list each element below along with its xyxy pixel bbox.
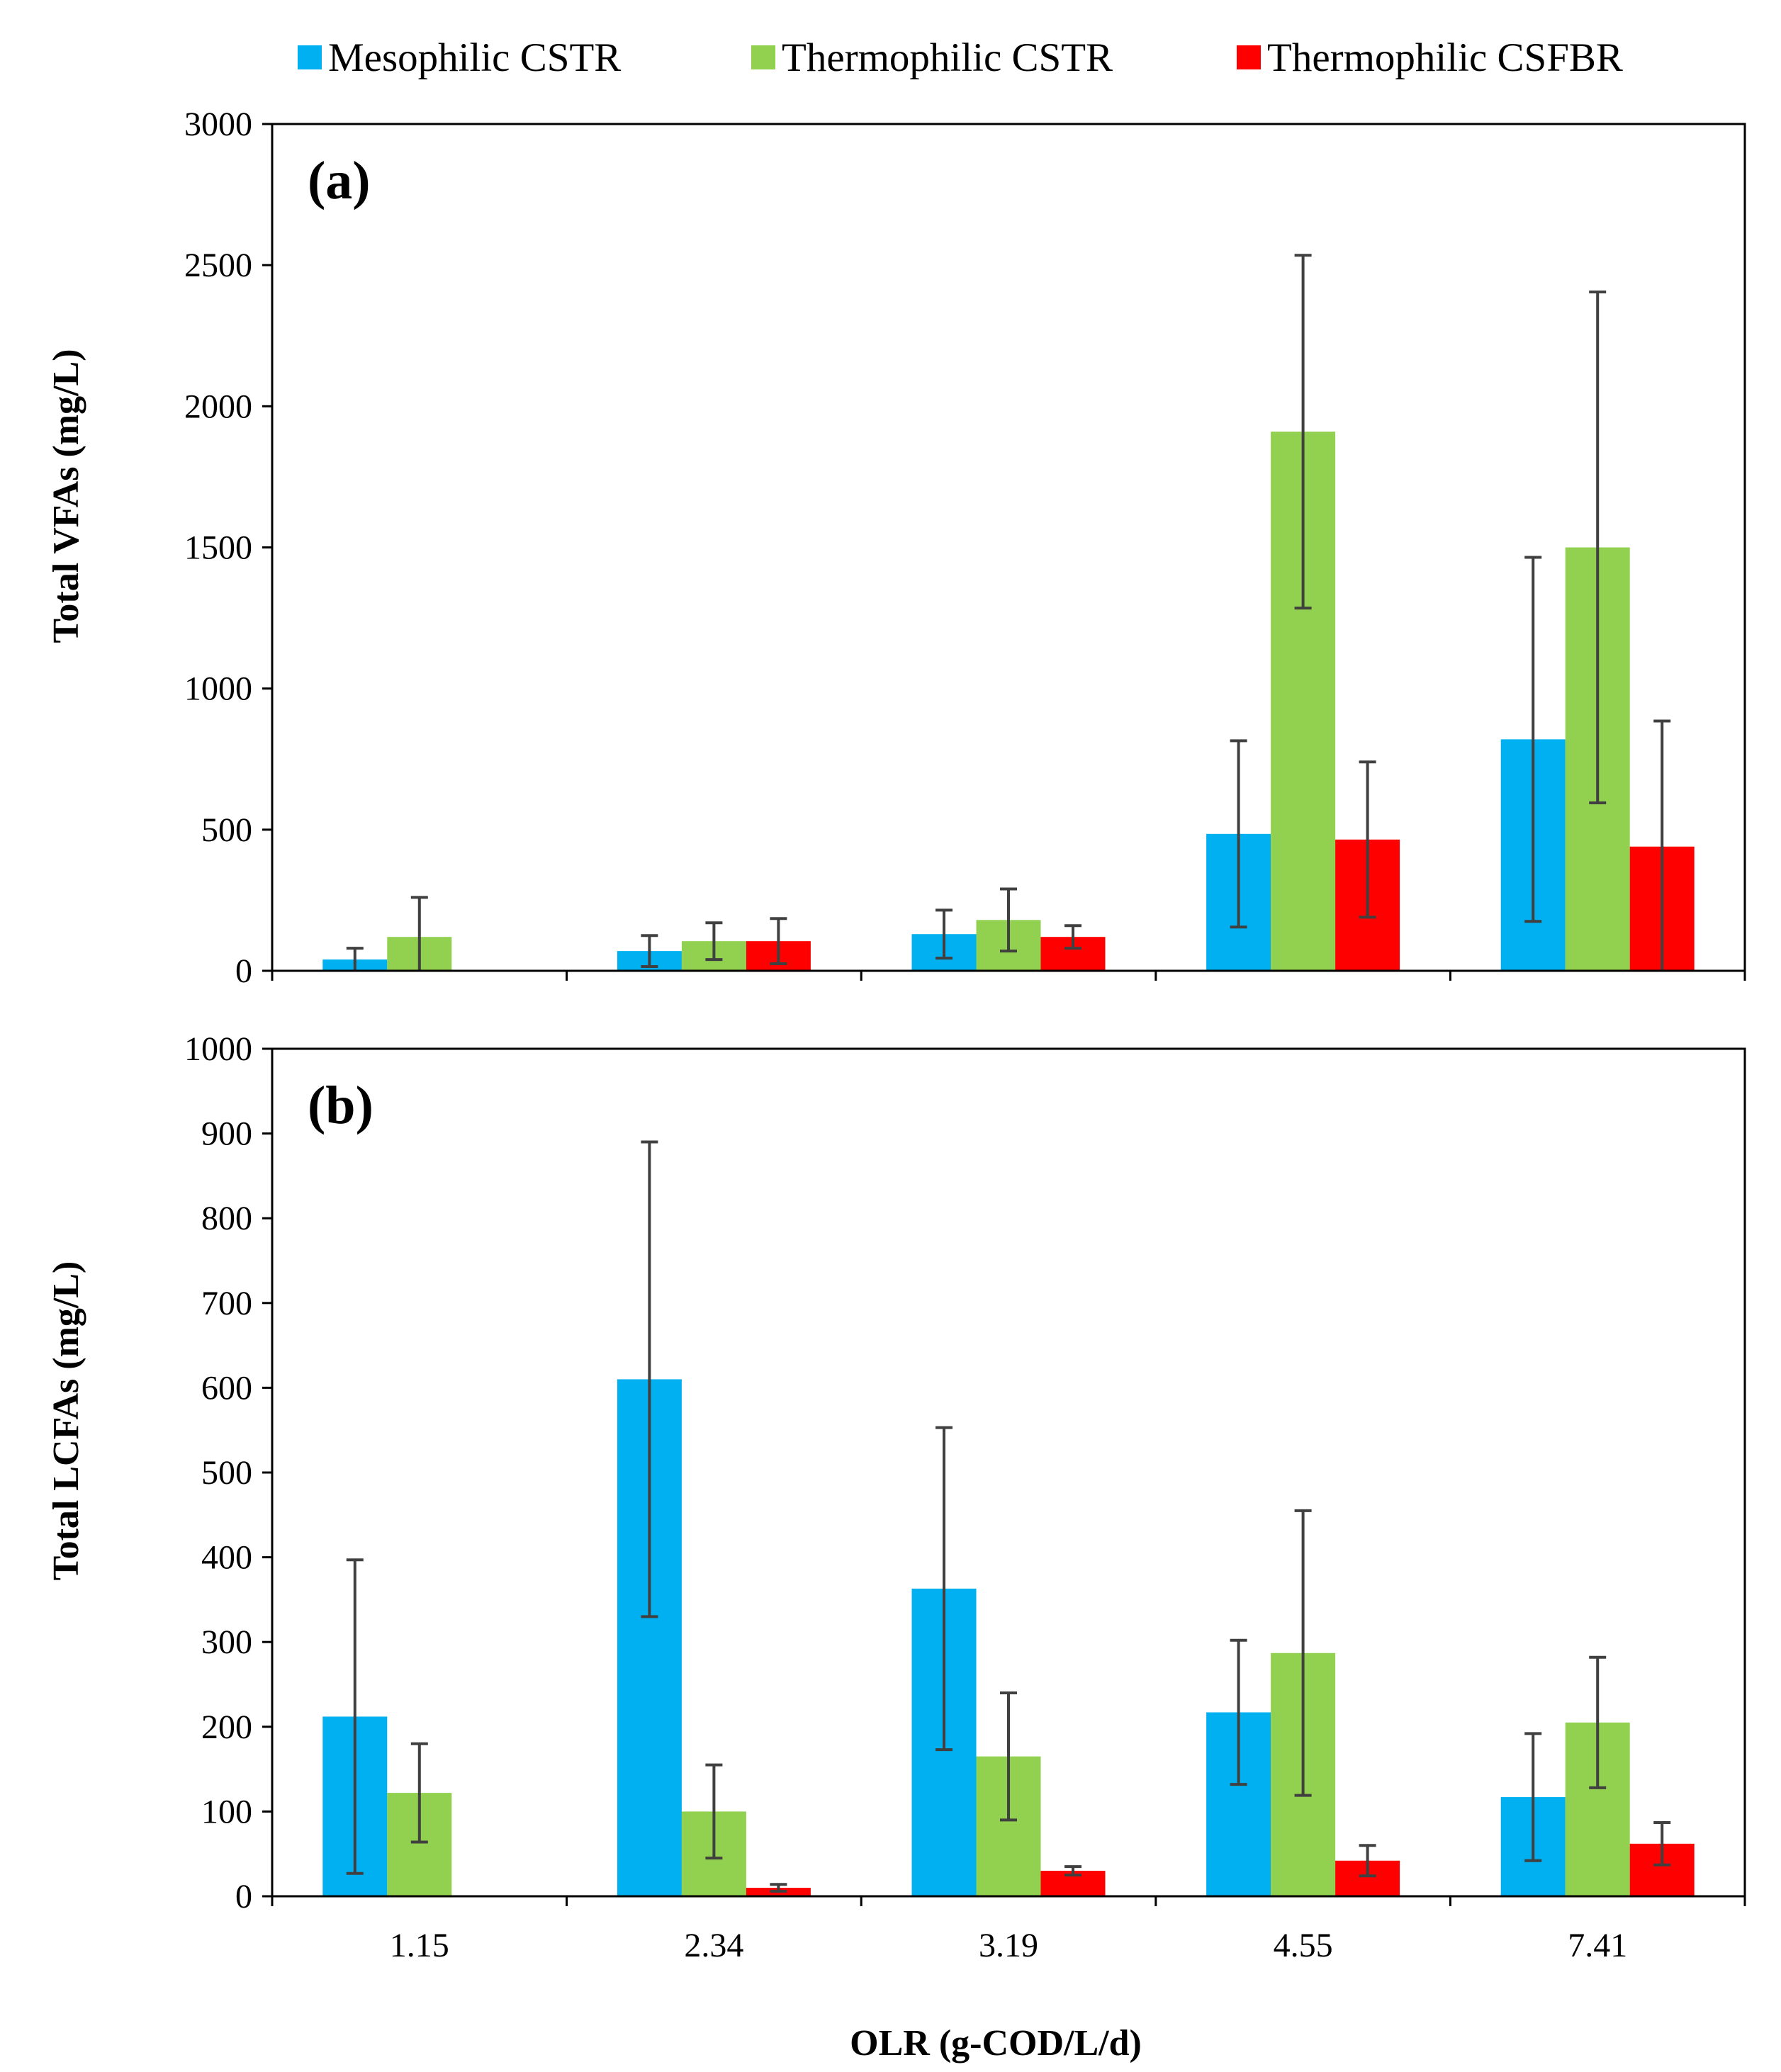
legend: Mesophilic CSTR Thermophilic CSTR Thermo… xyxy=(298,35,1623,80)
y-tick-label: 3000 xyxy=(184,106,252,143)
error-bar-mesophilic-cstr xyxy=(346,1558,364,1875)
y-tick-label: 800 xyxy=(201,1200,252,1237)
error-bar-mesophilic-cstr xyxy=(1524,556,1542,923)
y-tick-label: 400 xyxy=(201,1539,252,1577)
error-bar-thermophilic-cstr xyxy=(1294,254,1312,610)
x-tick-label: 3.19 xyxy=(979,1927,1038,1964)
y-tick-label: 1500 xyxy=(184,529,252,567)
error-bar-thermophilic-cstr xyxy=(1589,1655,1607,1789)
error-bar-mesophilic-cstr xyxy=(1230,1638,1247,1786)
error-bar-mesophilic-cstr xyxy=(936,1426,953,1752)
legend-swatch-thermophilic-csfbr xyxy=(1237,45,1261,69)
y-tick-label: 0 xyxy=(235,1878,252,1915)
y-axis-title-lcfas: Total LCFAs (mg/L) xyxy=(46,1261,86,1581)
x-axis-title-olr: OLR (g-COD/L/d) xyxy=(850,2023,1142,2063)
y-tick-label: 300 xyxy=(201,1623,252,1661)
error-bar-thermophilic-csfbr xyxy=(1359,760,1376,919)
error-bar-thermophilic-cstr xyxy=(1589,291,1607,804)
legend-label-thermophilic-csfbr: Thermophilic CSFBR xyxy=(1267,35,1623,80)
error-bar-thermophilic-cstr xyxy=(1000,1691,1017,1822)
error-bar-thermophilic-cstr xyxy=(410,1742,428,1844)
y-tick-label: 900 xyxy=(201,1115,252,1153)
error-bar-thermophilic-csfbr xyxy=(1653,1820,1671,1867)
y-tick-label: 0 xyxy=(235,952,252,990)
panel-label-a: (a) xyxy=(308,151,371,210)
error-bar-thermophilic-csfbr xyxy=(1064,1865,1081,1877)
error-bar-thermophilic-csfbr xyxy=(770,1883,787,1893)
chart-panel-b: 0 100 200 300 400 500 600 700 800 900 1000 (b) 1.15 2… xyxy=(184,1030,1746,1964)
y-tick-label: 700 xyxy=(201,1285,252,1322)
y-tick-label: 600 xyxy=(201,1369,252,1407)
y-tick-label: 100 xyxy=(201,1793,252,1830)
error-bar-mesophilic-cstr xyxy=(641,1140,658,1618)
error-bar-thermophilic-cstr xyxy=(1000,887,1017,953)
y-tick-label: 1000 xyxy=(184,670,252,708)
error-bar-mesophilic-cstr xyxy=(1230,739,1247,929)
legend-label-thermophilic-cstr: Thermophilic CSTR xyxy=(782,35,1113,80)
y-tick-label: 500 xyxy=(201,811,252,849)
error-bar-thermophilic-cstr xyxy=(705,1763,723,1860)
x-tick-label: 7.41 xyxy=(1568,1927,1627,1964)
y-tick-label: 500 xyxy=(201,1454,252,1492)
panel-label-b: (b) xyxy=(308,1076,373,1135)
y-axis-title-vfas: Total VFAs (mg/L) xyxy=(46,349,86,643)
y-tick-label: 2500 xyxy=(184,247,252,284)
error-bar-thermophilic-csfbr xyxy=(1359,1844,1376,1878)
chart-panel-a: 0 500 1000 1500 2000 2500 3000 (a) xyxy=(184,106,1746,990)
error-bar-thermophilic-csfbr xyxy=(1653,719,1671,971)
error-bar-thermophilic-csfbr xyxy=(770,917,787,966)
legend-swatch-mesophilic-cstr xyxy=(298,45,322,69)
y-tick-label: 200 xyxy=(201,1708,252,1746)
x-tick-label: 1.15 xyxy=(390,1927,449,1964)
error-bar-mesophilic-cstr xyxy=(641,934,658,969)
x-tick-label: 2.34 xyxy=(684,1927,743,1964)
y-tick-label: 2000 xyxy=(184,388,252,425)
error-bar-mesophilic-cstr xyxy=(346,947,364,971)
error-bar-thermophilic-cstr xyxy=(410,896,428,971)
legend-swatch-thermophilic-cstr xyxy=(751,45,775,69)
plot-frame xyxy=(271,123,1746,972)
error-bar-mesophilic-cstr xyxy=(936,908,953,960)
error-bar-thermophilic-cstr xyxy=(1294,1509,1312,1797)
legend-label-mesophilic-cstr: Mesophilic CSTR xyxy=(328,35,621,80)
x-tick-label: 4.55 xyxy=(1274,1927,1333,1964)
error-bar-thermophilic-csfbr xyxy=(1064,924,1081,950)
y-tick-label: 1000 xyxy=(184,1030,252,1068)
error-bar-mesophilic-cstr xyxy=(1524,1732,1542,1862)
error-bar-thermophilic-cstr xyxy=(705,921,723,962)
plot-frame xyxy=(271,1047,1746,1898)
